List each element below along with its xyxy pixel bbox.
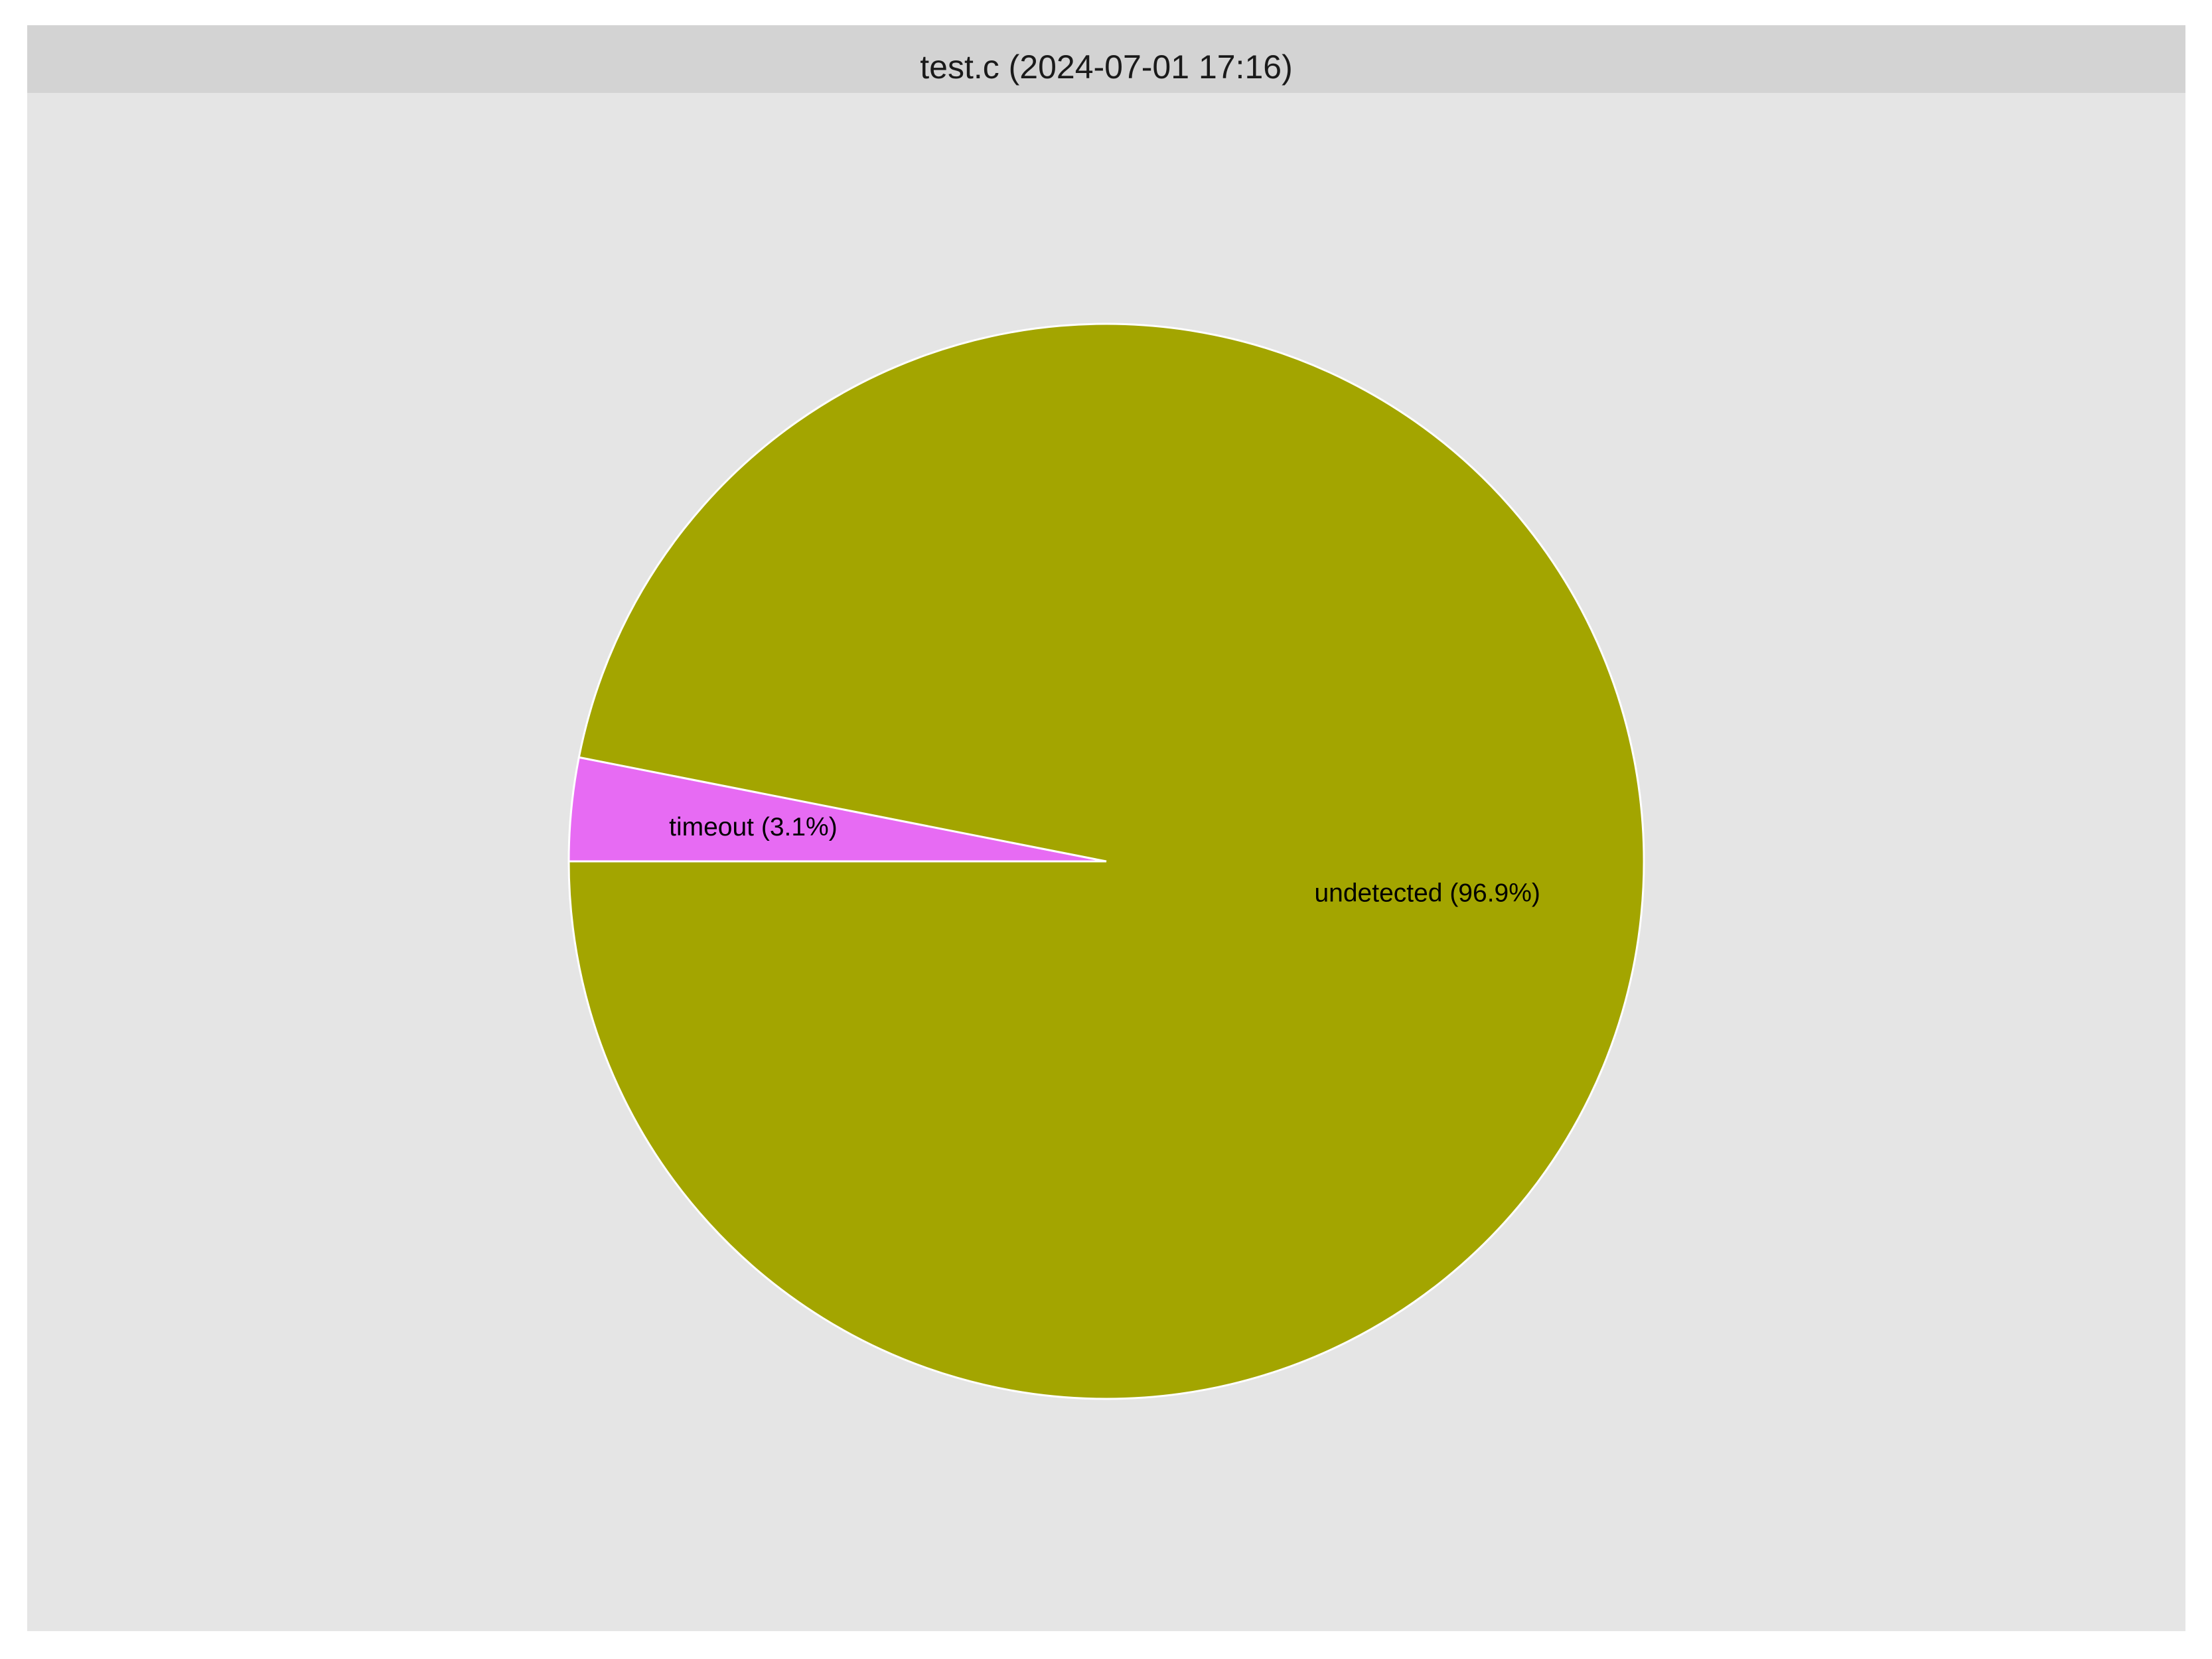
pie-labels: timeout (3.1%) undetected (96.9%)	[669, 813, 1540, 907]
slice-label-undetected: undetected (96.9%)	[1314, 879, 1540, 907]
title-strip	[27, 25, 2185, 93]
slice-label-timeout: timeout (3.1%)	[669, 813, 838, 841]
pie-slices	[567, 323, 1645, 1400]
pie-slice-undetected	[567, 323, 1645, 1400]
chart-title: test.c (2024-07-01 17:16)	[920, 48, 1292, 86]
